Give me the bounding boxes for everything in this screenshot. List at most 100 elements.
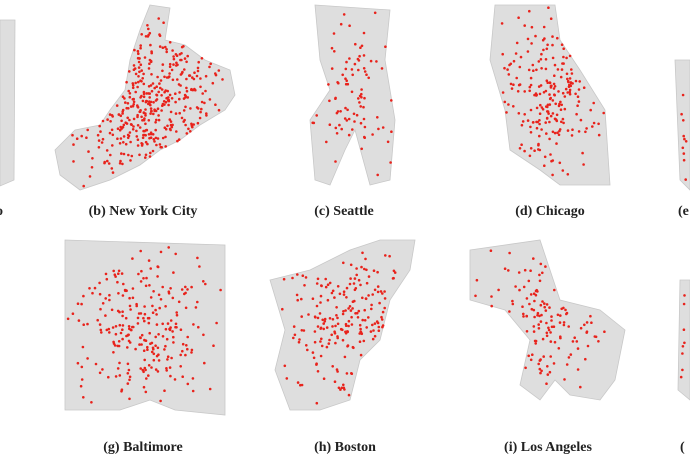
incident-dot	[568, 77, 572, 80]
incident-dot	[122, 152, 126, 156]
incident-dot	[144, 100, 148, 104]
incident-dot	[380, 318, 384, 321]
incident-dot	[362, 117, 366, 121]
incident-dot	[361, 251, 364, 255]
incident-dot	[118, 142, 122, 145]
incident-dot	[389, 161, 392, 164]
incident-dot	[344, 67, 348, 71]
incident-dot	[153, 86, 156, 90]
incident-dot	[546, 43, 549, 47]
incident-dot	[121, 112, 124, 115]
incident-dot	[559, 100, 562, 104]
incident-dot	[121, 324, 125, 327]
incident-dot	[175, 313, 179, 317]
incident-dot	[552, 82, 556, 86]
incident-dot	[340, 386, 344, 390]
incident-dot	[163, 103, 166, 106]
incident-dot	[170, 68, 174, 72]
incident-dot	[559, 108, 563, 111]
incident-dot	[204, 74, 208, 78]
incident-dot	[149, 296, 153, 299]
incident-dot	[183, 68, 186, 71]
incident-dot	[157, 17, 160, 20]
incident-dot	[359, 353, 363, 357]
incident-dot	[335, 132, 339, 135]
incident-dot	[348, 57, 351, 60]
incident-dot	[533, 93, 536, 97]
incident-dot	[116, 137, 119, 140]
incident-dot	[682, 158, 686, 162]
incident-dot	[536, 314, 539, 317]
incident-dot	[82, 323, 85, 327]
incident-dot	[534, 342, 537, 345]
incident-dot	[355, 273, 359, 277]
incident-dot	[149, 267, 152, 270]
incident-dot	[552, 362, 556, 365]
incident-dot	[291, 276, 294, 280]
incident-dot	[376, 116, 379, 119]
incident-dot	[529, 269, 532, 273]
incident-dot	[184, 285, 187, 289]
incident-dot	[362, 67, 366, 70]
incident-dot	[169, 326, 172, 329]
incident-dot	[514, 285, 517, 288]
incident-dot	[546, 110, 549, 113]
incident-dot	[205, 114, 208, 117]
incident-dot	[169, 128, 172, 132]
incident-dot	[126, 133, 130, 137]
incident-dot	[390, 130, 393, 133]
incident-dot	[529, 358, 533, 362]
incident-dot	[359, 330, 363, 334]
incident-dot	[372, 269, 376, 273]
incident-dot	[171, 49, 174, 52]
incident-dot	[323, 317, 327, 321]
incident-dot	[174, 322, 178, 326]
incident-dot	[682, 152, 686, 155]
incident-dot	[681, 352, 684, 355]
incident-dot	[186, 382, 190, 386]
incident-dot	[532, 292, 536, 296]
incident-dot	[139, 44, 142, 47]
incident-dot	[120, 388, 124, 392]
incident-dot	[121, 314, 124, 318]
incident-dot	[523, 149, 526, 153]
incident-dot	[116, 127, 120, 130]
incident-dot	[334, 160, 337, 163]
incident-dot	[539, 303, 543, 307]
incident-dot	[171, 123, 174, 127]
incident-dot	[139, 63, 143, 66]
incident-dot	[328, 123, 332, 126]
incident-dot	[105, 328, 109, 332]
incident-dot	[185, 344, 188, 347]
incident-dot	[130, 154, 134, 158]
incident-dot	[501, 91, 505, 94]
incident-dot	[475, 278, 479, 282]
incident-dot	[134, 81, 137, 85]
incident-dot	[360, 332, 364, 336]
incident-dot	[683, 294, 686, 297]
incident-dot	[296, 381, 300, 384]
incident-dot	[104, 297, 107, 300]
incident-dot	[166, 358, 169, 361]
incident-dot	[190, 285, 193, 289]
incident-dot	[343, 117, 347, 120]
incident-dot	[127, 153, 130, 157]
incident-dot	[549, 331, 552, 334]
incident-dot	[357, 278, 361, 282]
incident-dot	[128, 95, 132, 99]
incident-dot	[169, 374, 172, 378]
incident-dot	[114, 325, 118, 328]
incident-dot	[525, 297, 529, 300]
incident-dot	[544, 67, 548, 71]
incident-dot	[320, 284, 323, 287]
incident-dot	[377, 127, 380, 131]
incident-dot	[508, 310, 511, 313]
incident-dot	[350, 315, 353, 319]
incident-dot	[602, 111, 605, 115]
incident-dot	[539, 103, 542, 107]
incident-dot	[345, 372, 349, 375]
incident-dot	[370, 303, 373, 307]
incident-dot	[529, 125, 532, 129]
incident-dot	[184, 123, 187, 127]
incident-dot	[91, 157, 94, 160]
